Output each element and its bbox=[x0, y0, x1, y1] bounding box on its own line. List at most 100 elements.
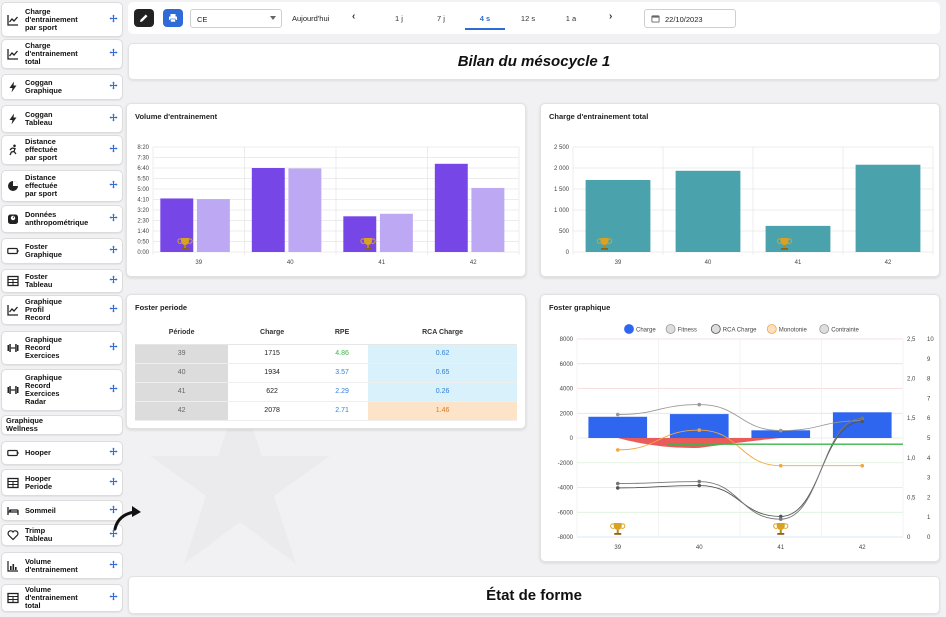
sidebar-item-19[interactable]: Volume d'entrainement total bbox=[1, 584, 123, 612]
print-button[interactable] bbox=[163, 9, 183, 27]
chevron-left-icon[interactable]: ‹ bbox=[352, 11, 356, 22]
data-point[interactable] bbox=[615, 448, 620, 452]
sidebar-item-label: Données anthropométrique bbox=[25, 210, 89, 227]
bar[interactable] bbox=[160, 198, 194, 252]
charge-bar[interactable] bbox=[751, 430, 811, 438]
data-point[interactable] bbox=[615, 412, 620, 417]
data-point[interactable] bbox=[615, 481, 620, 486]
sidebar-item-label: Graphique Record Exercices bbox=[25, 335, 62, 360]
bar[interactable] bbox=[675, 170, 741, 252]
sidebar-item-17[interactable]: Trimp Tableau bbox=[1, 524, 123, 546]
y-tick-label: 2:30 bbox=[137, 219, 149, 225]
sidebar-item-8[interactable]: Foster Graphique bbox=[1, 238, 123, 264]
move-icon[interactable] bbox=[108, 113, 118, 125]
sidebar-item-9[interactable]: Foster Tableau bbox=[1, 269, 123, 293]
cell-periode: 39 bbox=[135, 344, 229, 364]
move-icon[interactable] bbox=[108, 342, 118, 354]
sidebar-item-6[interactable]: Distance effectuée par sport bbox=[1, 170, 123, 202]
bar[interactable] bbox=[288, 168, 322, 252]
data-point[interactable] bbox=[860, 416, 865, 420]
today-button[interactable]: Aujourd'hui bbox=[292, 14, 330, 23]
legend-item[interactable]: Charge bbox=[624, 324, 657, 334]
date-picker[interactable]: 22/10/2023 bbox=[644, 9, 736, 28]
sidebar-item-12[interactable]: Graphique Record Exercices Radar bbox=[1, 369, 123, 411]
period-1d[interactable]: 1 j bbox=[395, 14, 403, 23]
sidebar-item-4[interactable]: Coggan Tableau bbox=[1, 105, 123, 133]
cell-rpe: 2.29 bbox=[315, 382, 369, 402]
period-4w[interactable]: 4 s bbox=[479, 14, 491, 23]
move-icon[interactable] bbox=[108, 447, 118, 459]
chevron-right-icon[interactable]: › bbox=[609, 11, 613, 22]
y-right1-tick: 1,0 bbox=[907, 456, 916, 462]
move-icon[interactable] bbox=[108, 304, 118, 316]
data-point[interactable] bbox=[860, 419, 865, 424]
period-7d[interactable]: 7 j bbox=[437, 14, 445, 23]
x-tick-label: 40 bbox=[696, 545, 703, 551]
bar[interactable] bbox=[765, 225, 831, 252]
move-icon[interactable] bbox=[108, 384, 118, 396]
volume-chart: 0:00 0:50 1:40 2:30 3:20 4:10 5:00 5:50 6:40 7:30… bbox=[137, 145, 520, 266]
move-icon[interactable] bbox=[108, 275, 118, 287]
charge-bar[interactable] bbox=[588, 416, 648, 438]
legend-item[interactable]: Fitness bbox=[665, 324, 697, 334]
charge-bar[interactable] bbox=[832, 412, 892, 438]
bar[interactable] bbox=[585, 179, 651, 252]
move-icon[interactable] bbox=[108, 81, 118, 93]
data-point[interactable] bbox=[697, 479, 702, 484]
sidebar-item-16[interactable]: Sommeil bbox=[1, 500, 123, 521]
sidebar-item-label: Graphique Record Exercices Radar bbox=[25, 373, 62, 406]
move-icon[interactable] bbox=[108, 529, 118, 541]
runner-icon bbox=[6, 144, 20, 156]
table-header-row: Période Charge RPE RCA Charge bbox=[135, 321, 517, 345]
period-1y[interactable]: 1 a bbox=[565, 14, 577, 23]
sidebar-item-10[interactable]: Graphique Profil Record bbox=[1, 295, 123, 325]
period-12w[interactable]: 12 s bbox=[520, 14, 536, 23]
cell-charge: 1934 bbox=[228, 363, 316, 383]
data-point[interactable] bbox=[778, 428, 783, 433]
x-tick-label: 42 bbox=[885, 260, 892, 266]
move-icon[interactable] bbox=[108, 559, 118, 572]
data-point[interactable] bbox=[860, 463, 865, 468]
move-icon[interactable] bbox=[108, 245, 118, 257]
data-point[interactable] bbox=[778, 517, 783, 521]
bar[interactable] bbox=[855, 164, 921, 252]
legend-item[interactable]: RCA Charge bbox=[710, 324, 757, 334]
move-icon[interactable] bbox=[108, 213, 118, 225]
table-row: 41 622 2.29 0.26 bbox=[135, 382, 517, 402]
data-point[interactable] bbox=[697, 428, 702, 432]
data-point[interactable] bbox=[697, 483, 702, 488]
move-icon[interactable] bbox=[108, 592, 118, 604]
sidebar-item-1[interactable]: Charge d'entrainement par sport bbox=[1, 2, 123, 37]
sidebar-item-5[interactable]: Distance effectuée par sport bbox=[1, 135, 123, 165]
volume-card: Volume d'entrainement 0:00 0:50 1:40 2:30 3:… bbox=[126, 103, 526, 277]
move-icon[interactable] bbox=[108, 476, 118, 489]
bar[interactable] bbox=[343, 216, 377, 252]
sidebar-item-7[interactable]: Données anthropométrique bbox=[1, 205, 123, 233]
bar[interactable] bbox=[196, 199, 230, 252]
sidebar-item-18[interactable]: Volume d'entrainement bbox=[1, 552, 123, 579]
edit-button[interactable] bbox=[134, 9, 154, 27]
sidebar-item-15[interactable]: Hooper Periode bbox=[1, 469, 123, 496]
data-point[interactable] bbox=[615, 486, 620, 490]
bar[interactable] bbox=[251, 168, 285, 252]
sidebar-item-3[interactable]: Coggan Graphique bbox=[1, 74, 123, 100]
move-icon[interactable] bbox=[108, 180, 118, 192]
sidebar-item-13[interactable]: Graphique Wellness bbox=[1, 415, 123, 435]
sidebar-item-2[interactable]: Charge d'entrainement total bbox=[1, 39, 123, 69]
move-icon[interactable] bbox=[108, 504, 118, 517]
data-point[interactable] bbox=[697, 402, 702, 407]
bar[interactable] bbox=[434, 163, 468, 252]
sidebar-item-14[interactable]: Hooper bbox=[1, 441, 123, 465]
bar[interactable] bbox=[379, 213, 413, 252]
athlete-select[interactable]: CE bbox=[190, 9, 282, 28]
legend-item[interactable]: Contrainte bbox=[819, 324, 860, 334]
sidebar-item-label: Charge d'entrainement total bbox=[25, 41, 78, 66]
data-point[interactable] bbox=[778, 463, 783, 468]
move-icon[interactable] bbox=[108, 13, 118, 26]
bar[interactable] bbox=[471, 187, 505, 252]
move-icon[interactable] bbox=[108, 144, 118, 156]
legend-item[interactable]: Monotonie bbox=[766, 324, 807, 334]
move-icon[interactable] bbox=[108, 48, 118, 60]
sidebar-item-11[interactable]: Graphique Record Exercices bbox=[1, 331, 123, 365]
data-point[interactable] bbox=[778, 514, 783, 519]
